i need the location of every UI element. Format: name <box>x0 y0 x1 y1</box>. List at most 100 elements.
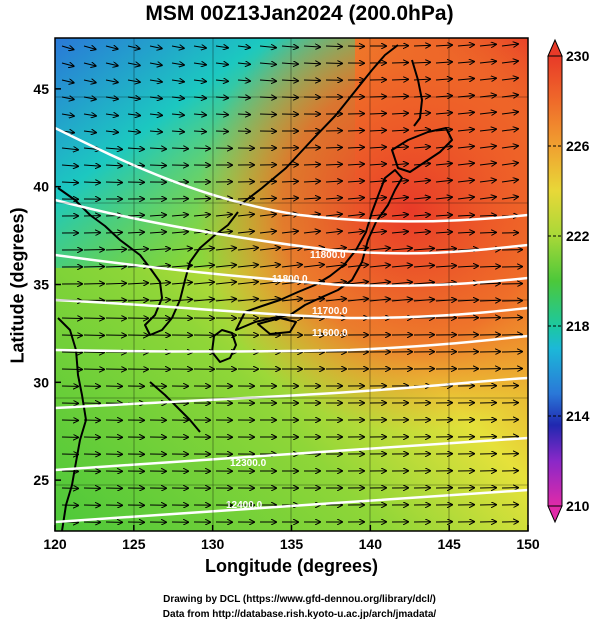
wind-arrow <box>259 248 280 250</box>
wind-arrow <box>237 231 254 233</box>
wind-arrow <box>215 282 236 284</box>
wind-arrow <box>193 282 214 284</box>
y-tick-label: 25 <box>33 472 49 488</box>
wind-arrow <box>479 197 496 199</box>
wind-arrow <box>237 63 250 64</box>
wind-arrow <box>61 80 74 83</box>
wind-arrow <box>369 265 390 267</box>
wind-arrow <box>479 283 500 284</box>
wind-arrow <box>413 130 430 131</box>
wind-arrow <box>303 80 320 81</box>
wind-arrow <box>369 113 386 114</box>
wind-arrow <box>83 165 100 166</box>
wind-arrow <box>413 113 430 114</box>
wind-arrow <box>61 114 74 116</box>
wind-arrow <box>501 112 518 114</box>
wind-arrow <box>391 214 408 216</box>
wind-vectors <box>61 44 522 522</box>
colorbar-max-arrow <box>547 38 563 57</box>
wind-arrow <box>259 231 276 233</box>
wind-arrow <box>501 78 518 80</box>
wind-arrow <box>369 214 386 216</box>
wind-arrow <box>259 114 276 115</box>
wind-arrow <box>127 215 144 216</box>
wind-arrow <box>369 130 386 131</box>
wind-arrow <box>149 232 166 233</box>
contour-label: 11700.0 <box>312 306 348 317</box>
wind-arrow <box>501 44 518 46</box>
wind-arrow <box>171 46 184 48</box>
wind-arrow <box>193 248 214 250</box>
wind-arrow <box>347 282 368 284</box>
wind-arrow <box>83 182 100 183</box>
wind-arrow <box>435 215 452 216</box>
wind-arrow <box>303 63 320 64</box>
wind-arrow <box>369 198 386 199</box>
wind-arrow <box>149 148 166 149</box>
wind-arrow <box>391 181 408 182</box>
wind-arrow <box>259 46 276 48</box>
colorbar-tick-label: 214 <box>566 408 590 424</box>
wind-arrow <box>61 46 73 49</box>
wind-arrow <box>193 46 206 48</box>
wind-arrow <box>347 147 364 148</box>
wind-arrow <box>259 63 276 64</box>
wind-arrow <box>369 147 386 148</box>
honshu-coast <box>235 169 403 331</box>
wind-arrow <box>215 265 236 267</box>
wind-arrow <box>215 231 232 233</box>
wind-arrow <box>127 249 148 250</box>
wind-arrow <box>479 215 496 216</box>
wind-arrow <box>457 197 474 199</box>
contour-line <box>55 488 528 524</box>
wind-arrow <box>171 265 192 267</box>
wind-arrow <box>237 80 250 81</box>
credit-drawing: Drawing by DCL (https://www.gfd-dennou.o… <box>163 594 436 605</box>
wind-arrow <box>369 231 386 233</box>
wind-arrow <box>237 214 254 216</box>
wind-arrow <box>237 46 250 48</box>
wind-arrow <box>413 164 430 165</box>
wind-arrow <box>501 95 518 97</box>
wind-arrow <box>501 180 518 182</box>
wind-arrow <box>413 265 434 267</box>
credit-data: Data from http://database.rish.kyoto-u.a… <box>162 609 437 620</box>
wind-arrow <box>391 265 412 267</box>
contour-line <box>55 126 528 223</box>
x-axis-ticks: 120 125 130 135 140 145 150 <box>43 525 540 552</box>
wind-arrow <box>479 129 496 131</box>
wind-arrow <box>413 197 430 199</box>
wind-arrow <box>413 282 434 284</box>
wind-arrow <box>171 114 184 115</box>
wind-arrow <box>457 45 474 46</box>
wind-arrow <box>149 114 162 115</box>
colorbar: 230 226 222 218 214 210 <box>547 38 590 524</box>
contour-labels: 11800.0 11800.0 11700.0 11600.0 12300.0 … <box>226 250 348 511</box>
wind-arrow <box>325 198 342 199</box>
contour-label: 11800.0 <box>272 274 308 285</box>
wind-arrow <box>215 131 228 132</box>
wind-arrow <box>479 44 496 46</box>
wind-arrow <box>479 95 496 97</box>
wind-arrow <box>435 266 456 267</box>
wind-arrow <box>193 63 206 65</box>
wind-arrow <box>325 147 342 148</box>
y-tick-label: 45 <box>33 81 49 97</box>
wind-arrow <box>347 214 364 216</box>
wind-arrow <box>457 146 474 148</box>
wind-arrow <box>281 198 298 199</box>
wind-arrow <box>215 46 228 48</box>
wind-arrow <box>391 147 408 148</box>
wind-arrow <box>83 131 96 133</box>
wind-arrow <box>457 79 474 80</box>
wind-arrow <box>479 146 496 148</box>
wind-arrow <box>193 148 210 149</box>
wind-arrow <box>61 97 74 99</box>
wind-arrow <box>391 231 408 233</box>
wind-arrow <box>501 61 518 63</box>
wind-arrow <box>259 181 276 182</box>
wind-arrow <box>61 182 78 183</box>
wind-arrow <box>479 163 496 165</box>
wind-arrow <box>171 63 184 65</box>
wind-arrow <box>501 197 518 199</box>
